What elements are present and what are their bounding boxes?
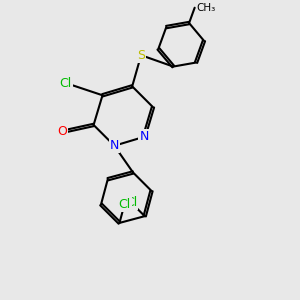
Text: S: S (137, 49, 145, 62)
Text: Cl: Cl (59, 77, 71, 90)
Text: N: N (110, 139, 119, 152)
Text: Cl: Cl (125, 196, 137, 209)
Text: O: O (58, 125, 68, 138)
Text: N: N (140, 130, 149, 143)
Text: Cl: Cl (118, 198, 130, 211)
Text: CH₃: CH₃ (196, 3, 215, 13)
